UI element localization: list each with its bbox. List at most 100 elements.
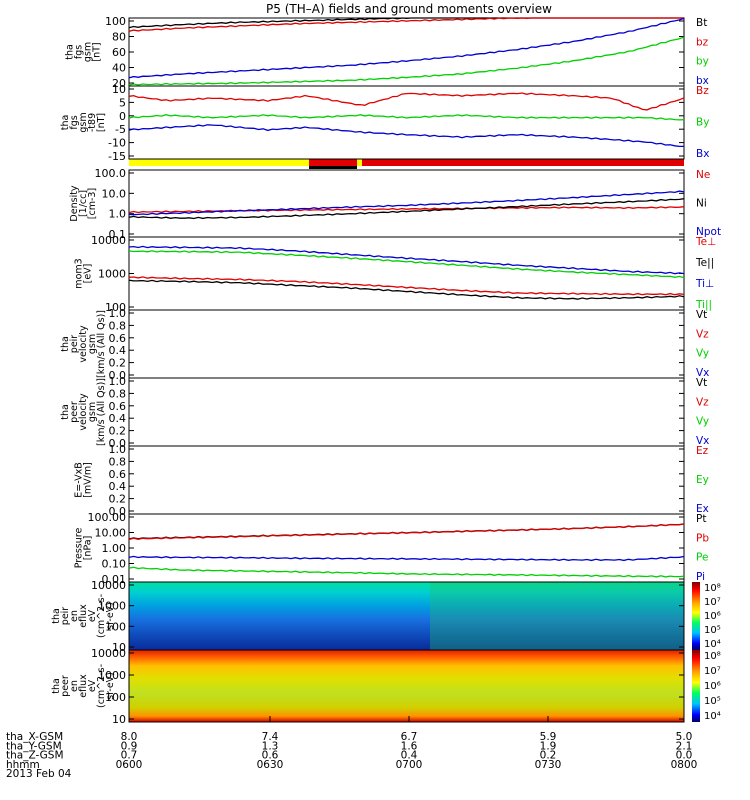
series-line-te: [128, 279, 685, 300]
y-tick-label: -15: [108, 150, 126, 163]
ephemeris-row-label: tha_X-GSM: [6, 731, 63, 743]
flag-segment-yellow: [129, 159, 309, 166]
y-tick-label: 5: [119, 96, 126, 109]
y-axis-label-line: [mV/m]: [83, 462, 94, 498]
y-axis-label-line: [km/s (All Qs)]: [96, 310, 107, 378]
y-tick-label: 40: [112, 62, 126, 75]
y-tick-label: 0: [119, 110, 126, 123]
panel-frame: [128, 649, 685, 723]
legend-entry: Pt: [696, 513, 706, 525]
y-axis-label-line: peer: [69, 401, 80, 423]
ephemeris-value: 0.2: [540, 750, 557, 762]
y-axis-label-line: -t89: [87, 113, 98, 132]
y-axis-label-line: fgs: [74, 45, 85, 59]
ephemeris-value: 0.7: [121, 750, 138, 762]
y-tick-label: 100.0: [95, 167, 127, 180]
panel-7: 1.00.80.60.40.20.0 E=-VxB[mV/m] Ez Ey Ex: [74, 443, 709, 518]
y-tick-label: 100.00: [88, 511, 127, 524]
ephemeris-rows: tha_X-GSM 8.0 7.4 6.7 5.9 5.0 tha_Y-GSM 0.9 1.3 1…: [6, 716, 697, 780]
legend-entry: by: [696, 56, 709, 68]
y-axis-label-line: eflux: [78, 674, 89, 698]
legend-entry: Ey: [696, 474, 709, 486]
series-line-ne: [128, 206, 685, 214]
colorbar-tick-label: 10⁶: [704, 681, 721, 692]
spectrogram: [129, 650, 684, 722]
panel-4: 10000 1000 100 mom3[eV] Te⊥ Te|| Ti⊥ Ti||: [74, 234, 717, 314]
y-tick-label: 0.6: [109, 332, 127, 345]
legend-entry: Ex: [696, 503, 709, 515]
legend-entry: Te⊥: [695, 236, 716, 248]
ephemeris-value: 1.6: [401, 740, 418, 752]
y-axis-label-line: (cm^2-s-: [96, 664, 107, 708]
y-axis-label-line: eV: [87, 679, 98, 692]
y-tick-label: -5: [115, 123, 126, 136]
legend-entry: Ni: [696, 198, 707, 210]
y-axis-label-line: velocity: [78, 325, 89, 363]
legend-entry: Vt: [696, 309, 707, 321]
legend-entry: Vz: [696, 328, 709, 340]
panel-5: 1.00.80.60.40.20.0thapeirvelocitygsm[km/…: [60, 307, 709, 382]
flag-segment-red: [362, 159, 684, 166]
y-axis-label-line: tha: [60, 336, 71, 352]
y-axis-label: Density[1/cc][cm-3]: [69, 185, 98, 221]
colorbar-tick-label: 10⁵: [704, 625, 721, 636]
legend-entry: bz: [696, 36, 709, 48]
y-tick-label: 1.0: [109, 307, 127, 320]
y-tick-label: 0.10: [102, 558, 127, 571]
y-tick-label: 1.00: [102, 542, 127, 555]
y-axis-label-line: [nPa]: [83, 536, 94, 561]
y-tick-label: 0.2: [109, 425, 127, 438]
y-tick-label: 100: [105, 15, 126, 28]
y-axis-label-line: [eV]: [83, 264, 94, 284]
y-tick-label: 100: [105, 691, 126, 704]
colorbar-tick-label: 10⁴: [704, 639, 721, 650]
colorbar: 10⁸ 10⁷ 10⁶ 10⁵ 10⁴: [692, 650, 721, 722]
ephemeris-value: 0.4: [401, 750, 418, 762]
date-label: 2013 Feb 04: [6, 768, 72, 780]
series-line-bx: [128, 124, 684, 148]
legend-entry: Vx: [696, 367, 709, 379]
y-tick-label: 0.1: [109, 228, 127, 241]
panel-8: 100.00 10.00 1.00 0.10 0.01 Pressure[nPa] Pt Pb…: [74, 511, 710, 586]
series-line-bz: [128, 17, 684, 33]
y-tick-label: 10: [112, 641, 126, 654]
ephemeris-value: 6.7: [401, 731, 418, 743]
y-axis-label-line: eflux: [78, 604, 89, 628]
y-axis-label-line: fgs: [69, 115, 80, 129]
y-tick-label: 100: [105, 301, 126, 314]
legend-entry: Bx: [696, 148, 709, 160]
series-line-bx: [128, 17, 685, 79]
legend-entry: Te||: [695, 257, 714, 269]
legend-entry: Vy: [696, 348, 709, 360]
spectrogram-overlay: [430, 582, 684, 650]
y-axis-label-line: gsm: [87, 402, 98, 422]
y-axis-label-line: sr-eV): [105, 602, 116, 630]
y-axis-label: E=-VxB[mV/m]: [74, 462, 94, 498]
flag-segment-yellow: [357, 159, 362, 166]
colorbar-gradient: [692, 650, 700, 722]
colorbar-gradient: [692, 582, 700, 650]
ephemeris-value: 7.4: [262, 731, 279, 743]
colorbar-tick-label: 10⁴: [704, 711, 721, 722]
y-axis-label-line: [nT]: [96, 113, 107, 132]
legend-entry: By: [696, 117, 709, 129]
y-tick-label: 10000: [91, 579, 126, 592]
y-tick-label: 0.6: [109, 468, 127, 481]
y-axis-label-line: peer: [60, 675, 71, 697]
y-tick-label: 0.6: [109, 400, 127, 413]
flag-segment-red: [309, 159, 357, 166]
y-tick-label: 0.8: [109, 387, 127, 400]
y-tick-label: 80: [112, 31, 126, 44]
y-axis-label-line: sr-eV): [105, 672, 116, 700]
y-tick-label: 0.0: [109, 505, 127, 518]
y-axis-label: mom3[eV]: [74, 258, 94, 288]
legend-entry: Vt: [696, 377, 707, 389]
legend-entry: Pb: [696, 532, 709, 544]
spectrogram: [129, 582, 684, 650]
ephemeris-value: 0.0: [676, 750, 693, 762]
y-tick-label: 100: [105, 620, 126, 633]
